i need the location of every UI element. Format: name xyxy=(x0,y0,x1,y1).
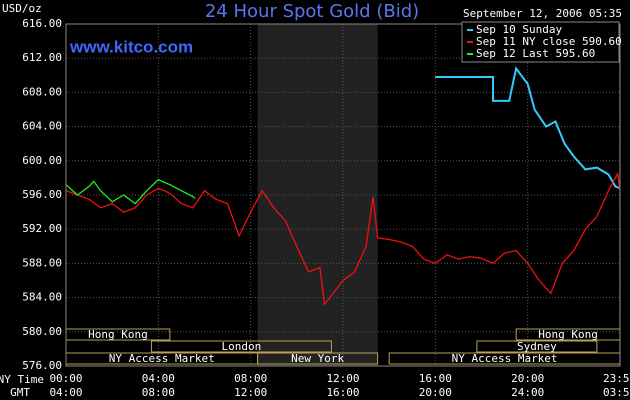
y-tick-label: 596.00 xyxy=(22,188,62,201)
lines xyxy=(65,66,621,307)
x2-tick-label: 04:00 xyxy=(49,386,82,399)
x2-tick-label: 20:00 xyxy=(419,386,452,399)
x-tick-label: 23:59 xyxy=(603,372,630,385)
session-box xyxy=(476,340,598,353)
y-tick-label: 592.00 xyxy=(22,222,62,235)
y-tick-label: 588.00 xyxy=(22,256,62,269)
x2-tick-label: 24:00 xyxy=(511,386,544,399)
session-label: NY Access Market xyxy=(452,352,558,365)
session-label: Hong Kong xyxy=(88,328,148,341)
y-tick-label: 584.00 xyxy=(22,291,62,304)
x2-tick-label: 16:00 xyxy=(326,386,359,399)
y-tick-label: 616.00 xyxy=(22,17,62,30)
x2-axis-name: GMT xyxy=(10,386,30,399)
session-label: NY Access Market xyxy=(109,352,215,365)
y-tick-label: 608.00 xyxy=(22,85,62,98)
x-tick-label: 08:00 xyxy=(234,372,267,385)
x2-tick-label: 12:00 xyxy=(234,386,267,399)
session-label: Hong Kong xyxy=(538,328,598,341)
legend-label: Sep 11 NY close 590.60 xyxy=(476,35,622,48)
x2-tick-label: 03:59 xyxy=(603,386,630,399)
y-tick-label: 612.00 xyxy=(22,51,62,64)
unit-label: USD/oz xyxy=(2,2,42,15)
session-label: London xyxy=(222,340,262,353)
x-tick-label: 16:00 xyxy=(419,372,452,385)
y-tick-label: 580.00 xyxy=(22,325,62,338)
legend-box xyxy=(461,21,620,63)
chart-title: 24 Hour Spot Gold (Bid) xyxy=(205,1,419,22)
y-tick-label: 576.00 xyxy=(22,359,62,372)
plot-background xyxy=(257,24,378,366)
series-line xyxy=(435,66,621,190)
session-label: Sydney xyxy=(517,340,557,353)
grid: 576.00 580.00 584.00 588.00 592.00 596.00 600.… xyxy=(22,17,630,399)
shaded-range xyxy=(257,24,378,366)
series-line xyxy=(65,171,621,307)
x-tick-label: 12:00 xyxy=(326,372,359,385)
legend-label: Sep 10 Sunday xyxy=(476,23,562,36)
x-tick-label: 04:00 xyxy=(142,372,175,385)
x-tick-label: 00:00 xyxy=(49,372,82,385)
series-line xyxy=(65,178,196,205)
legend-label: Sep 12 Last 595.60 xyxy=(476,47,595,60)
x-tick-label: 20:00 xyxy=(511,372,544,385)
session-box xyxy=(150,340,332,353)
timestamp: September 12, 2006 05:35 xyxy=(463,7,622,20)
y-tick-label: 600.00 xyxy=(22,154,62,167)
y-tick-label: 604.00 xyxy=(22,120,62,133)
site: www.kitco.com xyxy=(69,37,193,56)
session-box xyxy=(257,352,379,365)
x2-tick-label: 08:00 xyxy=(142,386,175,399)
plot-frame xyxy=(65,23,621,367)
session-label: New York xyxy=(291,352,344,365)
x-axis-name: NY Time xyxy=(0,373,44,386)
